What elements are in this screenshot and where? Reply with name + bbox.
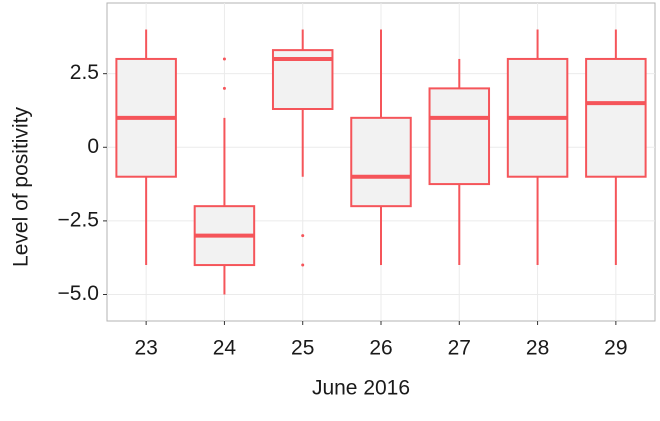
- y-axis-title: Level of positivity: [10, 107, 33, 267]
- x-tick-label: 27: [448, 337, 471, 360]
- outlier: [301, 263, 305, 267]
- x-tick-label: 25: [291, 337, 314, 360]
- y-tick-label: 2.5: [70, 61, 99, 84]
- x-tick-label: 23: [134, 337, 157, 360]
- box: [585, 57, 647, 178]
- y-tick-label: −5.0: [58, 282, 99, 305]
- x-tick-label: 24: [213, 337, 237, 360]
- y-tick-label: 0: [87, 135, 99, 158]
- outlier: [222, 57, 226, 61]
- x-tick-label: 28: [526, 337, 549, 360]
- x-axis-title: June 2016: [312, 377, 410, 400]
- outlier: [222, 86, 226, 90]
- x-tick-label: 29: [604, 337, 627, 360]
- y-tick-label: −2.5: [58, 208, 99, 231]
- plot-area: [107, 3, 655, 321]
- box: [350, 116, 412, 208]
- outlier: [301, 234, 305, 238]
- box: [428, 87, 491, 186]
- x-tick-label: 26: [369, 337, 392, 360]
